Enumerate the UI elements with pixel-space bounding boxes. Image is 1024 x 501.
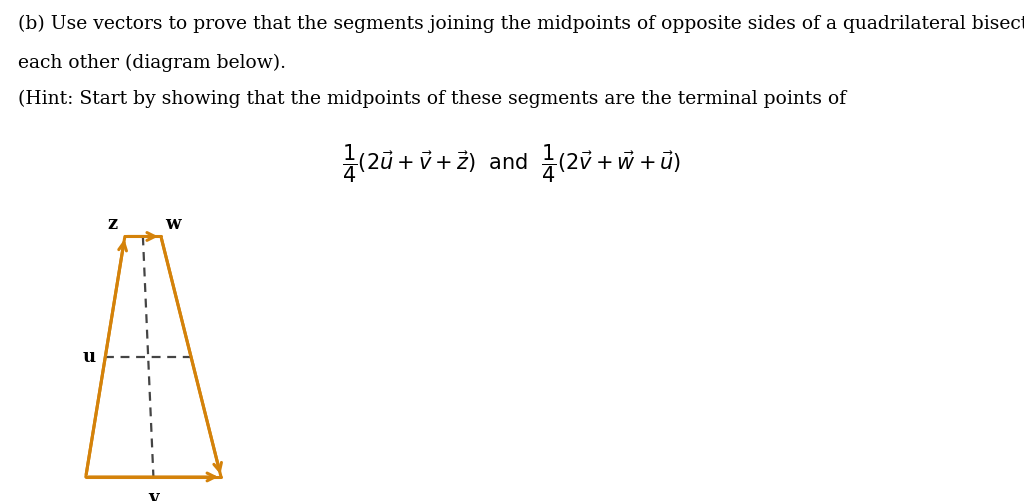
Text: (Hint: Start by showing that the midpoints of these segments are the terminal po: (Hint: Start by showing that the midpoin… bbox=[18, 90, 847, 108]
Text: $\dfrac{1}{4}(2\vec{u} + \vec{v} + \vec{z})\ \ \mathrm{and}\ \ \dfrac{1}{4}(2\ve: $\dfrac{1}{4}(2\vec{u} + \vec{v} + \vec{… bbox=[342, 143, 682, 185]
Text: z: z bbox=[108, 215, 118, 233]
Text: each other (diagram below).: each other (diagram below). bbox=[18, 54, 287, 72]
Text: w: w bbox=[165, 215, 180, 233]
Text: v: v bbox=[148, 489, 159, 501]
Text: u: u bbox=[82, 348, 95, 366]
Text: (b) Use vectors to prove that the segments joining the midpoints of opposite sid: (b) Use vectors to prove that the segmen… bbox=[18, 15, 1024, 33]
